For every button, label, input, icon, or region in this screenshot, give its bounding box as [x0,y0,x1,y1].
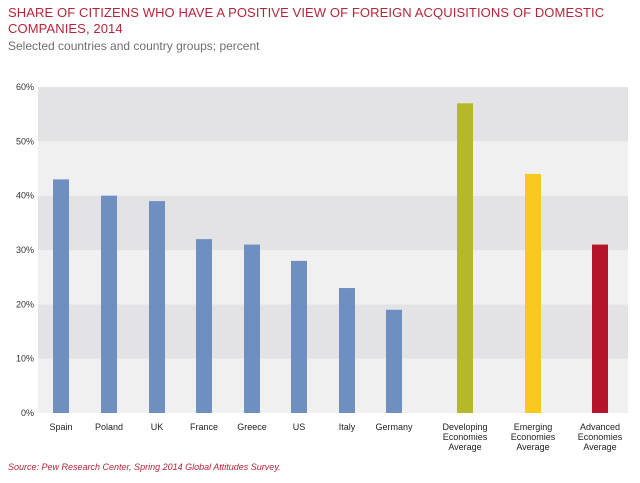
y-tick-label: 20% [16,299,34,309]
bar [244,244,260,413]
bar [592,244,608,413]
bar [339,288,355,413]
category-label: Greece [237,422,267,432]
category-label: Emerging Economies Average [511,422,556,452]
grid-band [38,87,628,142]
category-label: Poland [95,422,123,432]
y-tick-label: 50% [16,136,34,146]
bar [196,239,212,413]
category-label: Advanced Economies Average [578,422,623,452]
y-tick-label: 0% [21,408,34,418]
bars [53,103,608,414]
y-tick-label: 60% [16,82,34,92]
y-tick-label: 30% [16,245,34,255]
category-label: Germany [375,422,413,432]
category-label: Italy [339,422,356,432]
source-note: Source: Pew Research Center, Spring 2014… [8,462,281,472]
bar [53,179,69,413]
category-label: UK [151,422,164,432]
category-label: US [293,422,306,432]
category-label: Spain [49,422,72,432]
bar [149,201,165,413]
category-label: Developing Economies Average [442,422,487,452]
y-tick-label: 40% [16,191,34,201]
category-label: France [190,422,218,432]
bar [101,195,117,413]
chart-subtitle: Selected countries and country groups; p… [8,39,260,53]
bar [386,309,402,413]
y-axis: 0% 10% 20% 30% 40% 50% 60% [16,82,34,418]
y-tick-label: 10% [16,354,34,364]
bar [291,260,307,413]
bar [457,103,473,414]
chart-title: SHARE OF CITIZENS WHO HAVE A POSITIVE VI… [8,5,605,36]
x-axis: Spain Poland UK France Greece US Italy Germany D… [49,422,622,452]
bar [525,173,541,413]
